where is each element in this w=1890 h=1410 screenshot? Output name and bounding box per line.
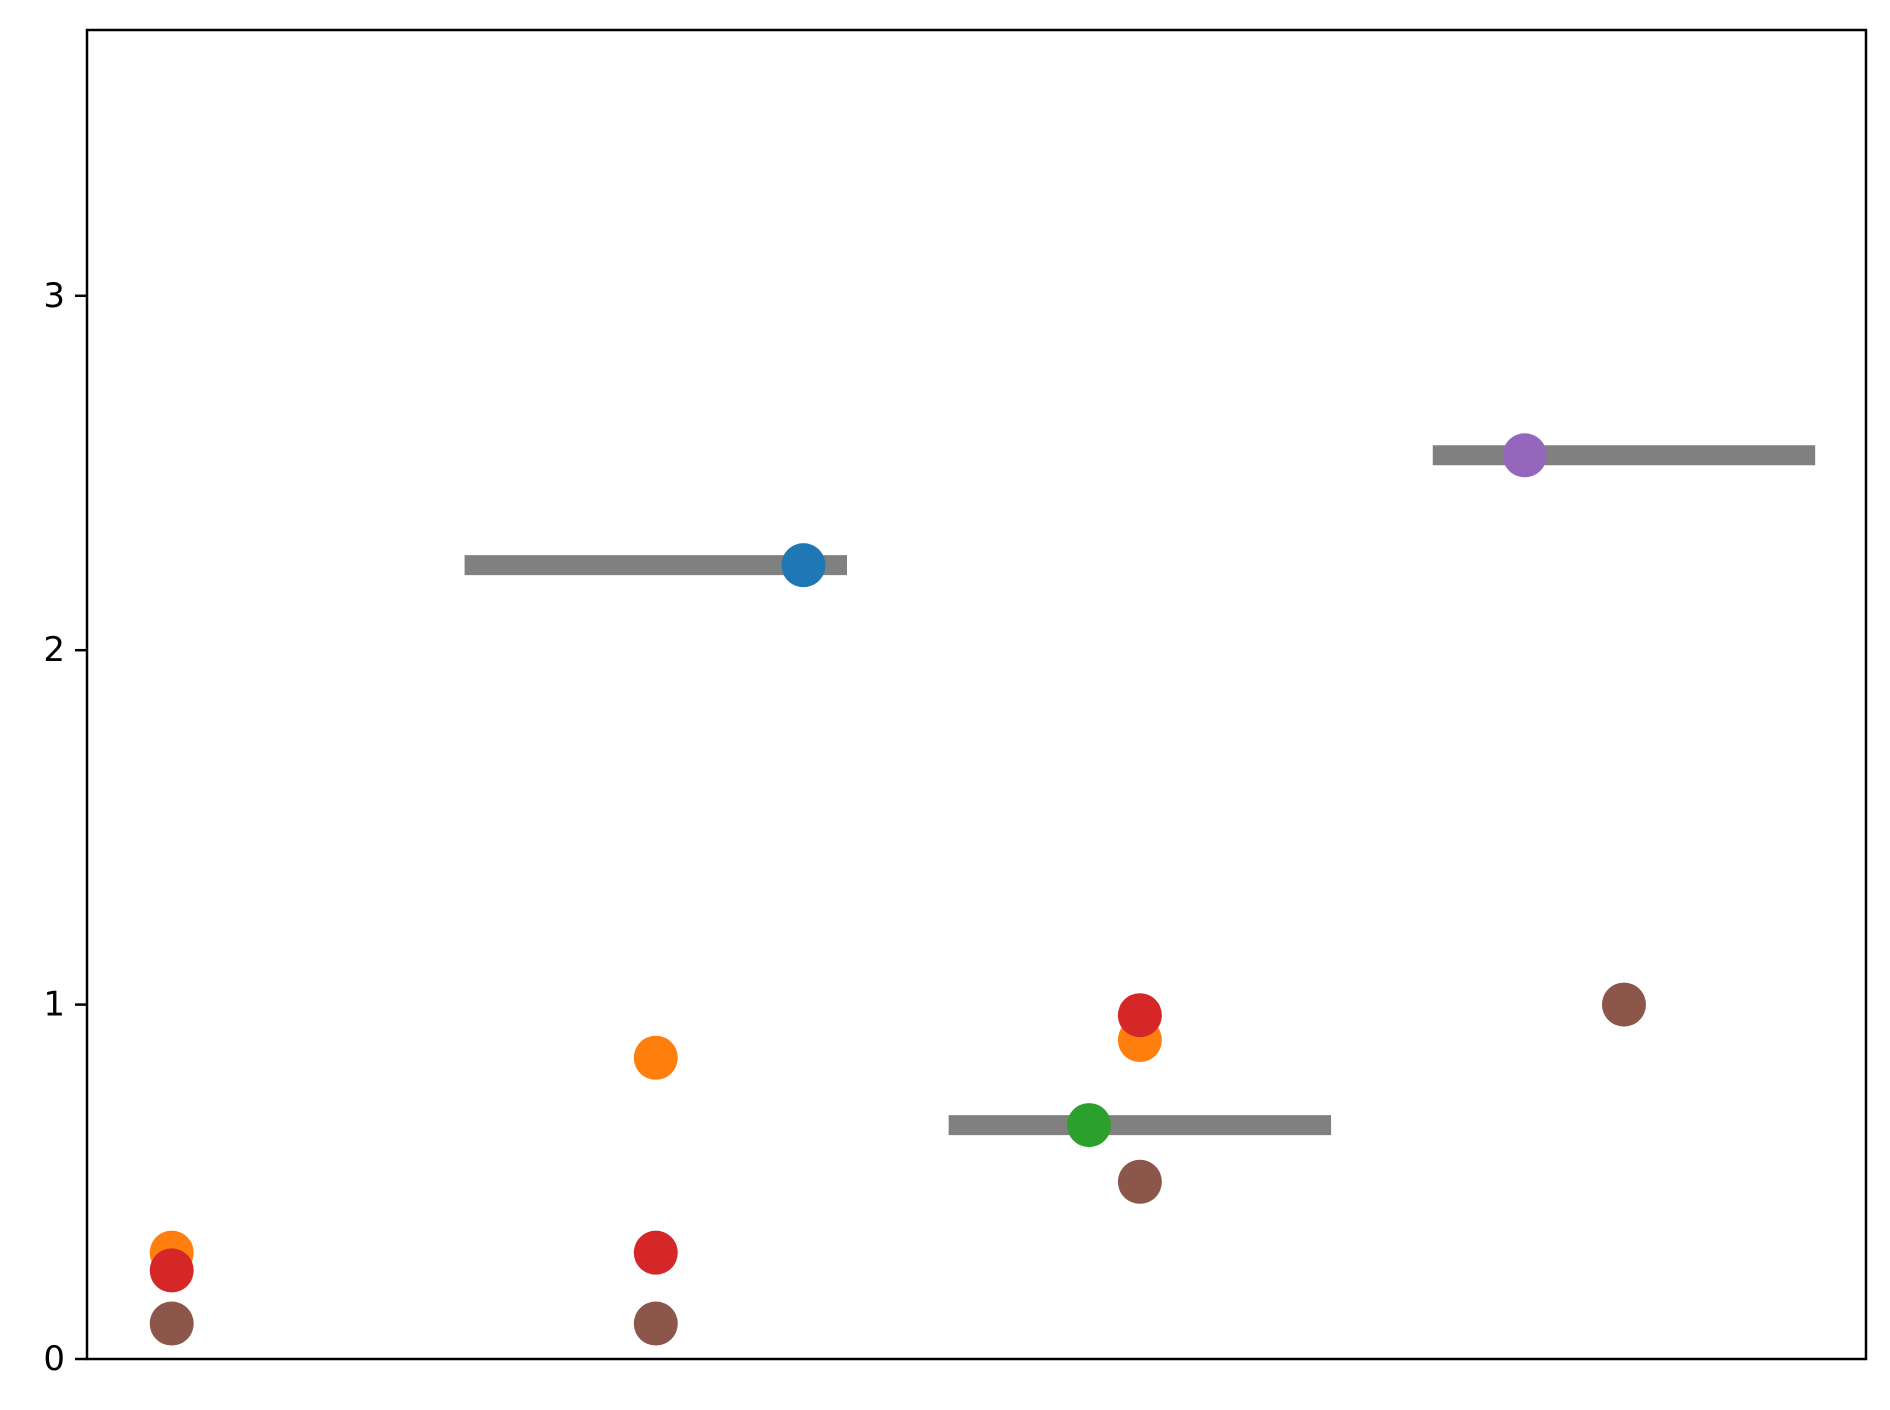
data-point-s4-p3 [1117,993,1162,1038]
data-point-s6-p1 [149,1301,194,1346]
y-axis: 0 1 2 3 [43,276,87,1379]
data-point-s6-p2 [633,1301,678,1346]
data-point-s5-p1 [1502,433,1547,478]
y-tick-label-1: 1 [43,985,65,1025]
data-point-s3-p1 [1067,1103,1112,1148]
y-tick-label-2: 2 [43,630,65,670]
data-point-s4-p1 [149,1248,194,1293]
y-tick-label-0: 0 [43,1339,65,1379]
data-point-s6-p4 [1601,982,1646,1027]
plot-area [149,433,1816,1346]
data-point-s4-p2 [633,1230,678,1275]
data-point-s6-p3 [1117,1159,1162,1204]
y-tick-label-3: 3 [43,276,65,316]
axes-frame [85,28,1868,1361]
data-point-s2-p2 [633,1035,678,1080]
data-point-s1-p1 [781,543,826,588]
